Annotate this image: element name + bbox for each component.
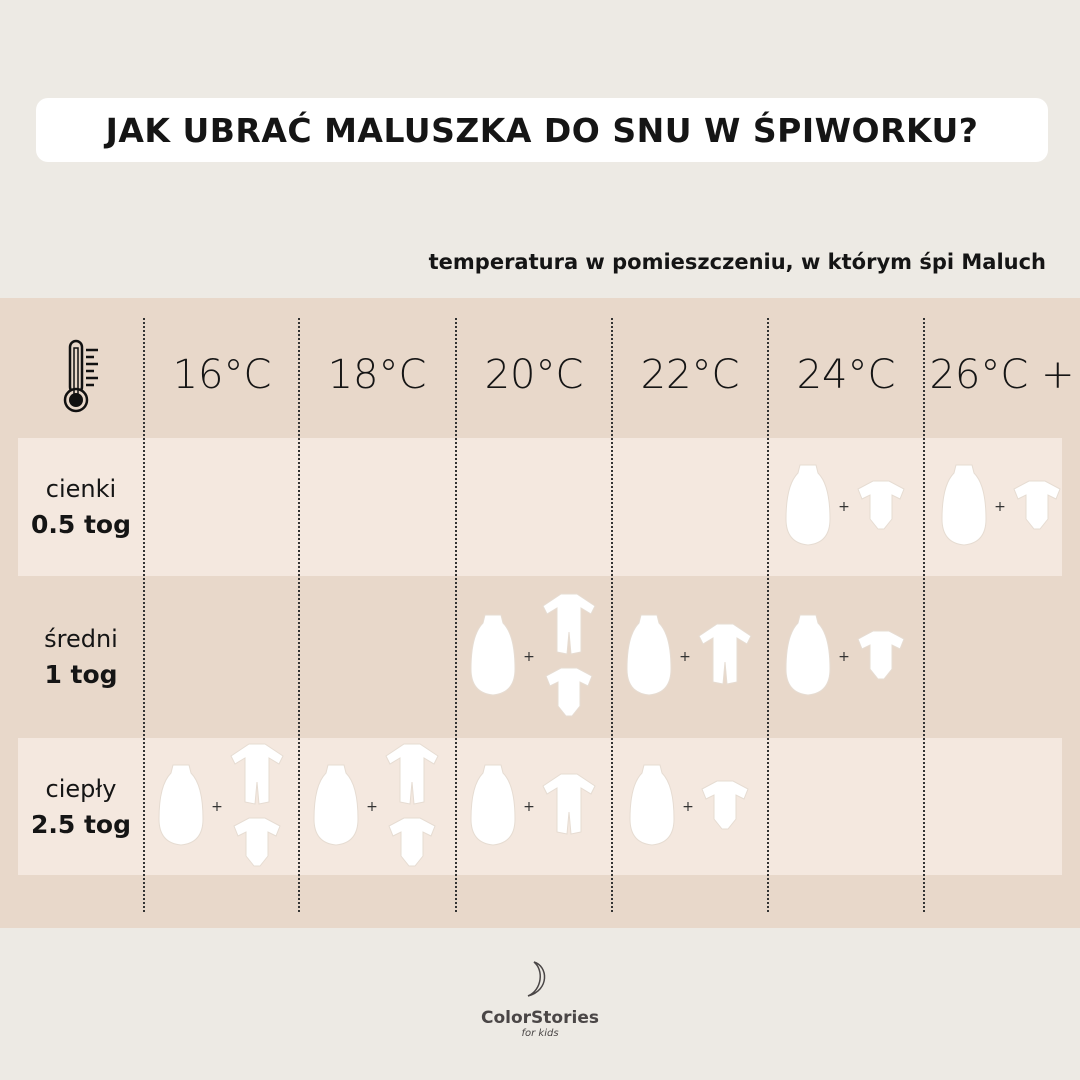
plus-sign: + <box>994 499 1006 515</box>
column-divider <box>923 318 925 912</box>
plus-sign: + <box>211 798 223 815</box>
romper-icon <box>229 742 285 812</box>
column-divider <box>767 318 769 912</box>
page-title: JAK UBRAĆ MALUSZKA DO SNU W ŚPIWORKU? <box>105 110 979 150</box>
bodysuit-icon <box>544 666 594 722</box>
row-label: średni 1 tog <box>20 621 142 693</box>
sleeping-bag-icon <box>469 763 517 851</box>
title-box: JAK UBRAĆ MALUSZKA DO SNU W ŚPIWORKU? <box>36 98 1048 162</box>
clothing-cell: + <box>767 438 923 576</box>
temperature-header: 18°C <box>327 352 427 398</box>
romper-icon <box>384 742 440 812</box>
sleeping-bag-icon <box>312 763 360 851</box>
romper-icon <box>541 592 597 662</box>
garment-stack <box>541 772 597 842</box>
row-name: średni <box>44 625 118 653</box>
row-tog: 1 tog <box>44 660 118 689</box>
garment-stack <box>1012 479 1062 535</box>
romper-icon <box>541 772 597 842</box>
row-label: ciepły 2.5 tog <box>20 771 142 843</box>
plus-sign: + <box>366 798 378 815</box>
temperature-header: 16°C <box>172 352 272 398</box>
bodysuit-icon <box>856 479 906 535</box>
sleeping-bag-icon <box>625 613 673 701</box>
sleeping-bag-icon <box>784 463 832 551</box>
subtitle: temperatura w pomieszczeniu, w którym śp… <box>428 250 1046 274</box>
column-divider <box>611 318 613 912</box>
sleeping-bag-icon <box>940 463 988 551</box>
garment-stack <box>541 592 597 722</box>
row-name: cienki <box>45 475 117 503</box>
clothing-cell: + <box>455 576 611 738</box>
logo-sub: for kids <box>521 1028 559 1039</box>
temperature-header: 20°C <box>484 352 584 398</box>
plus-sign: + <box>838 649 850 665</box>
row-tog: 0.5 tog <box>30 510 131 539</box>
temperature-header: 26°C + <box>929 352 1075 398</box>
logo-brand: ColorStories <box>481 1008 599 1028</box>
clothing-cell: + <box>298 738 454 875</box>
plus-sign: + <box>682 798 694 815</box>
bodysuit-icon <box>387 816 437 872</box>
sleeping-bag-icon <box>469 613 517 701</box>
moon-icon <box>527 961 546 997</box>
sleeping-bag-icon <box>784 613 832 701</box>
bodysuit-icon <box>700 779 750 835</box>
column-divider <box>455 318 457 912</box>
garment-stack <box>229 742 285 872</box>
garment-stack <box>700 779 750 835</box>
clothing-cell: + <box>455 738 611 875</box>
clothing-cell: + <box>611 576 767 738</box>
plus-sign: + <box>838 499 850 515</box>
column-divider <box>298 318 300 912</box>
row-label: cienki 0.5 tog <box>20 471 142 543</box>
logo: ColorStories for kids <box>470 960 610 1039</box>
column-divider <box>143 318 145 912</box>
garment-stack <box>697 622 753 692</box>
sleeping-bag-icon <box>157 763 205 851</box>
clothing-cell: + <box>767 576 923 738</box>
garment-stack <box>384 742 440 872</box>
clothing-cell: + <box>143 738 299 875</box>
bodysuit-icon <box>1012 479 1062 535</box>
clothing-cell: + <box>611 738 767 875</box>
plus-sign: + <box>679 649 691 665</box>
row-name: ciepły <box>45 774 117 803</box>
plus-sign: + <box>523 798 535 815</box>
sleeping-bag-icon <box>628 763 676 851</box>
garment-stack <box>856 479 906 535</box>
bodysuit-icon <box>232 816 282 872</box>
temperature-header: 22°C <box>640 352 740 398</box>
row-tog: 2.5 tog <box>30 809 131 839</box>
garment-stack <box>856 629 906 685</box>
temperature-header: 24°C <box>796 352 896 398</box>
plus-sign: + <box>523 649 535 665</box>
clothing-cell: + <box>923 438 1079 576</box>
bodysuit-icon <box>856 629 906 685</box>
romper-icon <box>697 622 753 692</box>
thermometer-icon <box>60 338 104 418</box>
